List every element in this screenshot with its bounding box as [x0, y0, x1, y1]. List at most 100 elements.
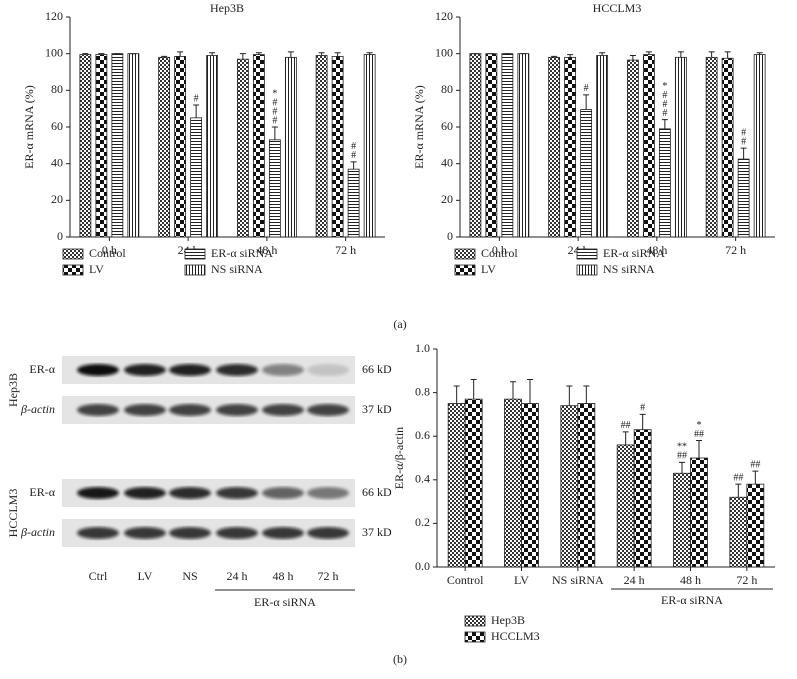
x-tick-label: 48 h: [646, 243, 667, 257]
significance-mark: ##: [694, 429, 704, 440]
blot-band: [77, 527, 119, 539]
bar: [721, 57, 734, 238]
y-axis-label: ER-α/β-actin: [392, 427, 406, 489]
error-bar: [708, 51, 715, 58]
blot-band: [262, 487, 304, 499]
chart-title: Hep3B: [210, 1, 244, 15]
blot-band: [124, 527, 166, 539]
bar: [174, 56, 187, 238]
error-bar: [255, 52, 262, 55]
bar: [705, 56, 718, 238]
significance-mark: #: [662, 99, 667, 110]
error-bar: [661, 119, 668, 129]
cell-line-label: Hep3B: [6, 373, 20, 407]
blot-row-label: ER-α: [29, 485, 55, 499]
y-tick-label: 120: [435, 9, 453, 23]
blot-band: [262, 527, 304, 539]
legend-swatch: [576, 264, 598, 276]
bar: [580, 109, 593, 238]
error-bar: [209, 52, 216, 56]
error-bar: [677, 51, 684, 58]
legend-label: NS siRNA: [603, 262, 655, 276]
significance-mark: ##: [621, 420, 631, 431]
bar: [577, 403, 596, 568]
error-bar: [740, 147, 747, 160]
x-tick-label: Control: [447, 573, 484, 587]
y-tick-label: 0.2: [415, 515, 430, 529]
bar: [315, 55, 328, 238]
x-tick-label: 72 h: [335, 243, 356, 257]
y-tick-label: 0.8: [415, 384, 430, 398]
error-bar: [696, 440, 702, 458]
error-bar: [271, 126, 278, 140]
x-tick-label: 48 h: [680, 573, 701, 587]
bar: [501, 53, 514, 238]
bar: [616, 444, 635, 568]
bar: [746, 483, 765, 568]
y-tick-label: 40: [441, 155, 453, 169]
error-bar: [287, 51, 294, 58]
bar: [504, 398, 522, 568]
significance-mark: #: [662, 108, 667, 119]
error-bar: [177, 51, 184, 57]
x-tick-label: 72 h: [725, 243, 746, 257]
bar: [331, 56, 344, 238]
significance-mark: ##: [677, 451, 687, 462]
bar: [642, 54, 655, 238]
error-bar: [583, 385, 590, 404]
y-tick-label: 0: [57, 229, 63, 243]
significance-mark: #: [741, 127, 746, 138]
lane-label: LV: [138, 569, 153, 583]
error-bar: [366, 52, 373, 55]
y-tick-label: 20: [51, 192, 63, 206]
error-bar: [599, 52, 606, 56]
blot-size-label: 37 kD: [362, 525, 392, 539]
y-axis-label: ER-α mRNA (%): [412, 85, 426, 169]
bar: [737, 158, 750, 238]
bar: [236, 58, 249, 238]
legend-swatch: [464, 631, 486, 643]
error-bar: [735, 483, 742, 498]
blot-band: [307, 364, 349, 376]
blot-band: [169, 527, 211, 539]
legend-label: NS siRNA: [211, 262, 263, 276]
x-tick-label: LV: [514, 573, 529, 587]
blot-band: [124, 404, 166, 416]
significance-mark: ##: [750, 459, 760, 470]
legend-label: ER-α siRNA: [603, 246, 665, 260]
significance-mark: *: [697, 420, 702, 431]
blot-band: [307, 487, 349, 499]
error-bar: [453, 385, 460, 404]
error-bar: [724, 51, 731, 59]
y-tick-label: 0: [447, 229, 453, 243]
blot-band: [216, 527, 258, 539]
significance-mark: #: [351, 150, 356, 161]
y-tick-label: 0.6: [415, 428, 430, 442]
blot-band: [216, 404, 258, 416]
bar: [464, 398, 483, 568]
blot-band: [216, 364, 258, 376]
legend-label: LV: [89, 262, 104, 276]
significance-mark: **: [677, 442, 687, 453]
error-bar: [622, 431, 629, 445]
legend-swatch: [576, 248, 598, 260]
error-bar: [193, 104, 200, 118]
blot-band: [77, 364, 119, 376]
lane-label: 72 h: [318, 569, 339, 583]
blot-row-label: β-actin: [20, 402, 55, 416]
significance-mark: #: [194, 93, 199, 104]
significance-mark: #: [662, 90, 667, 101]
error-bar: [583, 94, 590, 110]
y-tick-label: 60: [51, 119, 63, 133]
x-tick-label: 24 h: [624, 573, 645, 587]
error-bar: [527, 379, 533, 404]
lane-label: NS: [182, 569, 197, 583]
blot-row-label: β-actin: [20, 525, 55, 539]
group-label: ER-α siRNA: [254, 595, 316, 609]
error-bar: [318, 52, 325, 56]
legend-label: LV: [481, 262, 496, 276]
error-bar: [679, 461, 685, 474]
bar: [633, 429, 652, 568]
y-tick-label: 100: [435, 45, 453, 59]
